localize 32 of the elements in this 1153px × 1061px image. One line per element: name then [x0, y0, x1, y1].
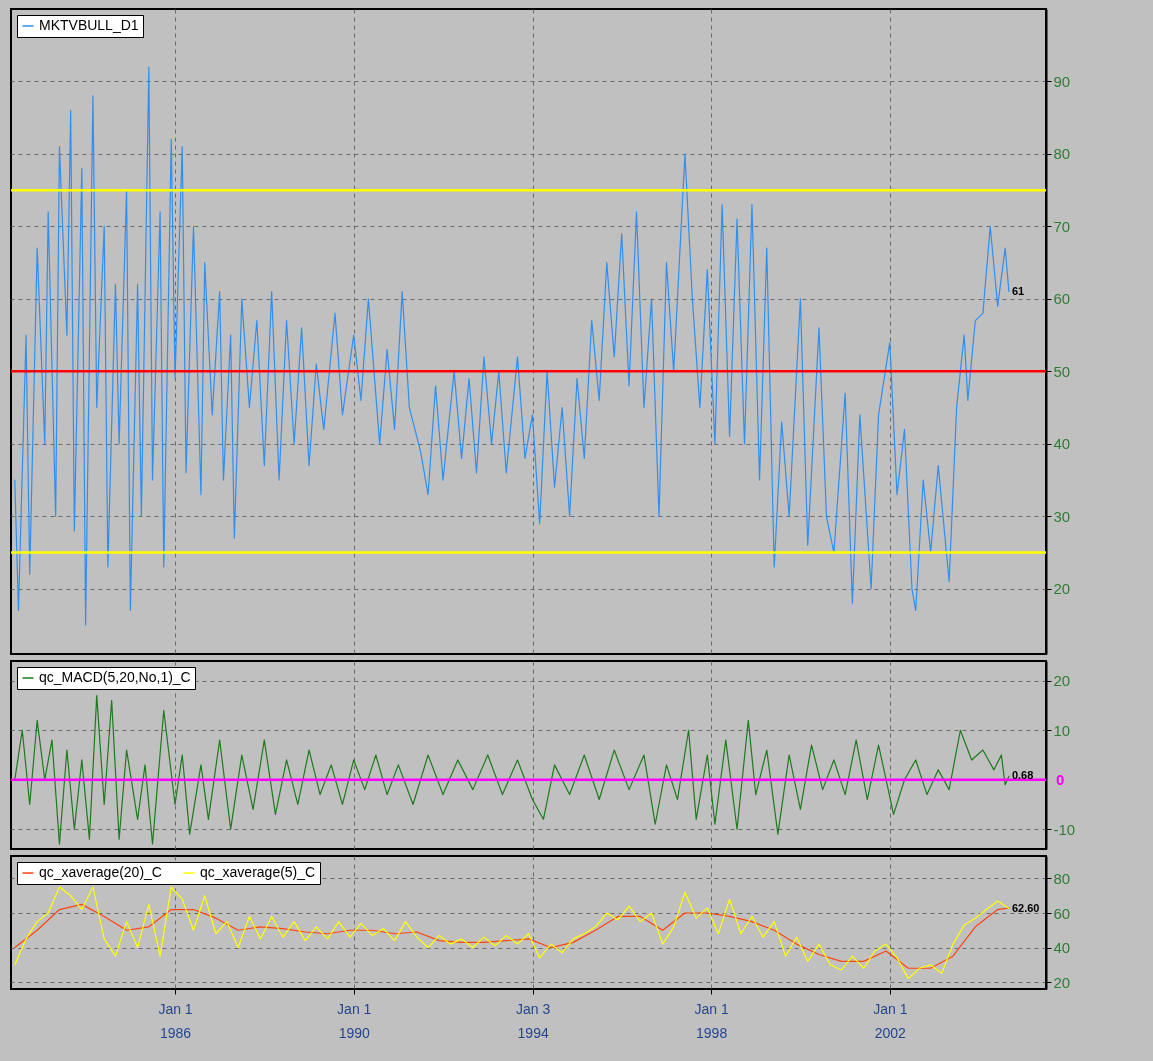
- line-series: [14, 695, 1010, 845]
- y-tick-label: 80: [1053, 145, 1071, 163]
- y-tick-label: 20: [1053, 973, 1071, 991]
- annotation: 0.68: [1011, 769, 1034, 782]
- y-tick-label: 60: [1053, 904, 1071, 922]
- legend-label: qc_xaverage(5)_C: [200, 864, 316, 880]
- y-tick-label: 10: [1053, 721, 1071, 739]
- x-tick-label: Jan 1 1986: [158, 1000, 193, 1041]
- legend-label: MKTVBULL_D1: [39, 17, 139, 33]
- legend-label: qc_xaverage(20)_C: [39, 864, 162, 880]
- line-series: [14, 903, 1010, 969]
- ref-line-label: 0: [1056, 770, 1065, 788]
- y-tick-label: 20: [1053, 672, 1071, 690]
- y-tick-label: 70: [1053, 217, 1071, 235]
- annotation: 61: [1011, 284, 1025, 297]
- y-tick-label: 40: [1053, 435, 1071, 453]
- annotation: 62.60: [1011, 901, 1040, 914]
- y-tick-label: 90: [1053, 72, 1071, 90]
- y-tick-label: 20: [1053, 580, 1071, 598]
- y-tick-label: 40: [1053, 939, 1071, 957]
- x-tick-label: Jan 1 1990: [337, 1000, 372, 1041]
- y-tick-label: 80: [1053, 869, 1071, 887]
- x-tick-label: Jan 3 1994: [516, 1000, 551, 1041]
- y-tick-label: 50: [1053, 362, 1071, 380]
- y-tick-label: -10: [1053, 820, 1076, 838]
- legend-label: qc_MACD(5,20,No,1)_C: [39, 669, 191, 685]
- line-series: [14, 886, 1010, 980]
- y-tick-label: 30: [1053, 507, 1071, 525]
- y-tick-label: 60: [1053, 290, 1071, 308]
- x-tick-label: Jan 1 2002: [873, 1000, 908, 1041]
- x-tick-label: Jan 1 1998: [694, 1000, 729, 1041]
- line-series: [14, 66, 1010, 626]
